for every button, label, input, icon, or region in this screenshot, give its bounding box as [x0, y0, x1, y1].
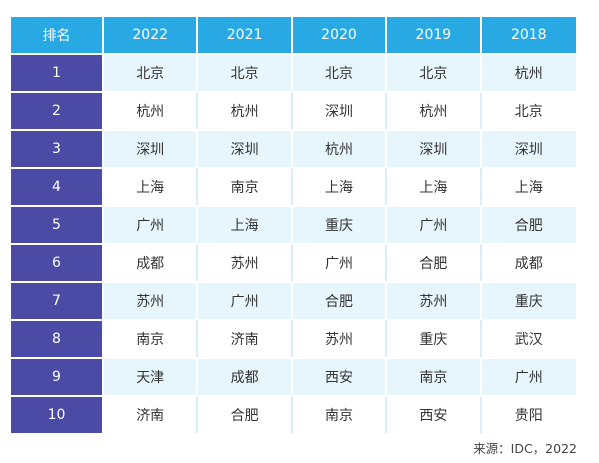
city-cell: 上海: [292, 167, 388, 205]
city-cell: 广州: [481, 357, 576, 395]
city-cell: 西安: [292, 357, 388, 395]
city-cell: 上海: [387, 167, 482, 205]
city-cell: 上海: [198, 205, 293, 243]
city-cell: 贵阳: [481, 395, 576, 433]
table-row: 9 天津 成都 西安 南京 广州: [11, 357, 576, 395]
city-cell: 成都: [104, 243, 199, 281]
rank-cell: 8: [11, 319, 104, 357]
rank-cell: 3: [11, 129, 104, 167]
city-cell: 深圳: [387, 129, 482, 167]
city-cell: 北京: [481, 91, 576, 129]
city-cell: 合肥: [481, 205, 576, 243]
city-cell: 广州: [387, 205, 482, 243]
header-2019: 2019: [387, 17, 482, 53]
city-cell: 北京: [198, 53, 293, 91]
city-cell: 苏州: [104, 281, 199, 319]
city-cell: 重庆: [387, 319, 482, 357]
city-cell: 济南: [198, 319, 293, 357]
rank-cell: 7: [11, 281, 104, 319]
city-cell: 杭州: [198, 91, 293, 129]
city-cell: 杭州: [481, 53, 576, 91]
city-cell: 合肥: [198, 395, 293, 433]
table-row: 8 南京 济南 苏州 重庆 武汉: [11, 319, 576, 357]
city-cell: 天津: [104, 357, 199, 395]
table-row: 5 广州 上海 重庆 广州 合肥: [11, 205, 576, 243]
city-cell: 成都: [198, 357, 293, 395]
city-cell: 重庆: [481, 281, 576, 319]
table-header-row: 排名 2022 2021 2020 2019 2018: [11, 17, 576, 53]
rank-cell: 2: [11, 91, 104, 129]
city-cell: 合肥: [292, 281, 388, 319]
city-cell: 南京: [198, 167, 293, 205]
city-cell: 上海: [104, 167, 199, 205]
city-cell: 北京: [292, 53, 388, 91]
city-cell: 杭州: [387, 91, 482, 129]
table-row: 6 成都 苏州 广州 合肥 成都: [11, 243, 576, 281]
city-cell: 南京: [104, 319, 199, 357]
city-cell: 苏州: [198, 243, 293, 281]
city-cell: 杭州: [104, 91, 199, 129]
city-cell: 北京: [387, 53, 482, 91]
city-cell: 苏州: [292, 319, 388, 357]
city-cell: 重庆: [292, 205, 388, 243]
rank-cell: 6: [11, 243, 104, 281]
city-cell: 杭州: [292, 129, 388, 167]
header-2020: 2020: [292, 17, 388, 53]
table-row: 1 北京 北京 北京 北京 杭州: [11, 53, 576, 91]
header-2021: 2021: [198, 17, 293, 53]
city-cell: 武汉: [481, 319, 576, 357]
city-cell: 济南: [104, 395, 199, 433]
table-row: 10 济南 合肥 南京 西安 贵阳: [11, 395, 576, 433]
city-cell: 合肥: [387, 243, 482, 281]
city-cell: 广州: [198, 281, 293, 319]
table-row: 7 苏州 广州 合肥 苏州 重庆: [11, 281, 576, 319]
city-cell: 广州: [104, 205, 199, 243]
city-cell: 西安: [387, 395, 482, 433]
table-row: 2 杭州 杭州 深圳 杭州 北京: [11, 91, 576, 129]
city-cell: 深圳: [198, 129, 293, 167]
rank-cell: 4: [11, 167, 104, 205]
city-cell: 深圳: [481, 129, 576, 167]
source-note: 来源：IDC，2022: [473, 441, 577, 456]
city-ranking-table: 排名 2022 2021 2020 2019 2018 1 北京 北京 北京 北…: [11, 17, 576, 433]
rank-cell: 9: [11, 357, 104, 395]
rank-cell: 5: [11, 205, 104, 243]
city-cell: 深圳: [104, 129, 199, 167]
rank-cell: 1: [11, 53, 104, 91]
header-2022: 2022: [104, 17, 199, 53]
city-cell: 苏州: [387, 281, 482, 319]
table-row: 4 上海 南京 上海 上海 上海: [11, 167, 576, 205]
ranking-table-container: 排名 2022 2021 2020 2019 2018 1 北京 北京 北京 北…: [11, 17, 576, 433]
city-cell: 北京: [104, 53, 199, 91]
rank-cell: 10: [11, 395, 104, 433]
city-cell: 上海: [481, 167, 576, 205]
city-cell: 广州: [292, 243, 388, 281]
city-cell: 南京: [292, 395, 388, 433]
city-cell: 成都: [481, 243, 576, 281]
city-cell: 深圳: [292, 91, 388, 129]
city-cell: 南京: [387, 357, 482, 395]
table-row: 3 深圳 深圳 杭州 深圳 深圳: [11, 129, 576, 167]
header-2018: 2018: [481, 17, 576, 53]
header-rank: 排名: [11, 17, 104, 53]
